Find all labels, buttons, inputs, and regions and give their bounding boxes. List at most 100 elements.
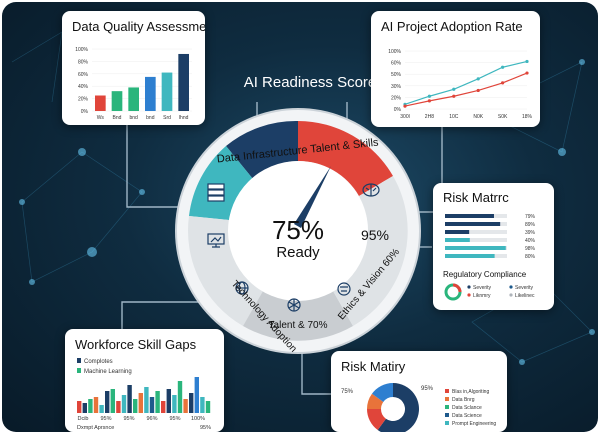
data-point: [452, 87, 456, 91]
footer-left: Dxmpt Aprsnce: [77, 425, 114, 431]
hub-title: AI Readiness Score: [243, 74, 377, 91]
compliance-ring-red: [452, 283, 462, 293]
pie-slice: [367, 409, 386, 431]
bar: [128, 87, 139, 111]
x-tick-label: 100%: [191, 416, 205, 422]
skill-bar: [161, 401, 166, 413]
x-tick-label: bnd: [146, 115, 155, 121]
x-tick-label: S0K: [498, 114, 508, 120]
risk-bar: [445, 254, 495, 258]
skill-bar: [138, 393, 143, 413]
y-tick-label: 40%: [78, 84, 89, 90]
legend-swatch: [445, 389, 449, 393]
legend-swatch: [445, 421, 449, 425]
risk-bar: [445, 246, 506, 250]
y-tick-label: 50%: [391, 72, 402, 78]
skill-bar: [177, 381, 183, 413]
y-tick-label: 60%: [78, 72, 89, 78]
skill-bar: [200, 397, 205, 413]
risk-matrix-title: Risk Matrrc: [443, 190, 509, 205]
skill-bar: [93, 397, 99, 413]
y-tick-label: 100%: [388, 49, 401, 55]
bar: [178, 53, 189, 111]
x-tick-label: 95%: [169, 416, 180, 422]
legend-swatch: [445, 397, 449, 401]
brain-icon: [362, 183, 380, 197]
y-tick-label: 60%: [391, 61, 402, 67]
x-tick-label: 300l: [400, 114, 409, 120]
adoption-card[interactable]: AI Project Adoption Rate 100% 60% 50% 30% 20…: [371, 11, 540, 127]
risk-bar-label: 80%: [525, 254, 536, 260]
y-tick-label: 20%: [391, 95, 402, 101]
bar: [161, 72, 173, 111]
x-tick-label: Dcib: [77, 416, 88, 422]
y-tick-label: 100%: [75, 47, 88, 53]
pie-slice: [371, 383, 393, 402]
workforce-card[interactable]: Workforce Skill Gaps Complotes Machine Le…: [65, 329, 224, 432]
data-point: [476, 77, 480, 81]
pie-slice: [377, 383, 420, 432]
legend-swatch: [77, 368, 81, 373]
bar: [111, 91, 123, 111]
risk-matrix-chart: 79% 89% 39% 40% 98% 80% Regulatory Compliance S…: [443, 214, 536, 301]
x-tick-label: bnd: [129, 115, 138, 121]
x-tick-label: 18%: [522, 114, 533, 120]
risk-bar-label: 40%: [525, 238, 536, 244]
skill-bar: [166, 389, 171, 413]
skill-bar: [149, 397, 155, 413]
y-tick-label: 20%: [78, 97, 89, 103]
skill-bar: [172, 395, 177, 413]
skill-bar: [88, 399, 93, 413]
segment-talent: Talent & 70%: [269, 320, 328, 331]
data-point: [501, 65, 505, 69]
risk-matrix-card[interactable]: Risk Matrrc 79% 89% 39% 40% 98% 80% Regulatory…: [433, 183, 554, 310]
monitor-icon: [207, 233, 225, 248]
network-icon: [287, 298, 301, 312]
skill-bar: [183, 399, 188, 413]
risk-bar: [445, 238, 470, 242]
x-tick-label: 96%: [146, 416, 157, 422]
gauge-segment-navy: [226, 120, 298, 179]
gauge-segment-teal: [189, 146, 253, 220]
data-point: [525, 59, 529, 64]
skill-bar: [194, 377, 199, 413]
skill-bar: [99, 405, 104, 413]
data-quality-card[interactable]: Data Quality Assessment 100% 80% 60% 40% 20%…: [62, 11, 205, 125]
gauge-score-right: 95%: [361, 227, 389, 243]
legend-swatch: [509, 285, 513, 289]
legend-label: Data Science: [452, 413, 482, 419]
data-point: [452, 94, 456, 98]
data-point: [427, 94, 431, 98]
legend-label: Severity: [473, 285, 492, 291]
data-point: [476, 88, 480, 93]
risk-bar: [445, 214, 494, 218]
legend-label: Data Bnrg: [452, 397, 475, 403]
data-point: [501, 81, 505, 85]
data-quality-title: Data Quality Assessment: [72, 19, 205, 34]
x-tick-label: Ws: [97, 115, 105, 121]
legend-swatch: [77, 358, 81, 363]
workforce-title: Workforce Skill Gaps: [75, 337, 197, 352]
dashboard-frame: AI Readiness Score 75% Ready: [2, 2, 598, 432]
data-point: [525, 71, 529, 75]
risk-bar: [445, 230, 470, 234]
legend-swatch: [445, 405, 449, 409]
risk-bar-track: [445, 230, 507, 234]
gauge-status: Ready: [276, 244, 320, 261]
risk-maturity-card[interactable]: Risk Matiry 75% 95% Blas in,Algoriting Data…: [331, 351, 507, 432]
legend-label: Prompt Engineering: [452, 421, 496, 427]
x-tick-label: 2H8: [425, 114, 434, 120]
legend-label: Blas in,Algoriting: [452, 389, 489, 395]
series-line: [404, 72, 528, 107]
bar: [95, 95, 106, 111]
gauge-segment-red: [298, 121, 393, 196]
legend-label: Liknmry: [473, 293, 491, 299]
gauge-needle: [294, 166, 331, 228]
series-line: [404, 60, 528, 105]
skill-bar: [116, 401, 121, 413]
y-tick-label: 30%: [391, 84, 402, 90]
skill-bar: [205, 401, 211, 413]
skill-bar: [77, 401, 82, 413]
legend-swatch: [467, 285, 471, 289]
readiness-gauge: 75% Ready 95% Data Infrastructure Talent…: [175, 108, 421, 355]
